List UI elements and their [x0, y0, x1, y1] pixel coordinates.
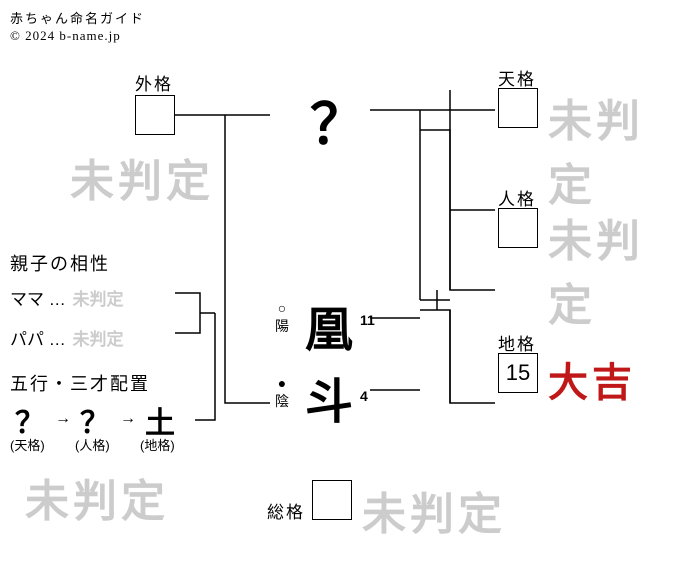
oyako-title: 親子の相性: [10, 250, 110, 276]
chikaku-label: 地格: [498, 330, 536, 355]
soukaku-verdict: 未判定: [362, 478, 506, 542]
char2-mark-symbol: ●: [275, 375, 289, 391]
oyako-row-papa: パパ … 未判定: [10, 325, 123, 350]
jinkaku-box: [498, 208, 538, 248]
oyako-mama-dots: …: [49, 290, 68, 309]
char2-mark-label: 陰: [275, 391, 289, 411]
name-char-1: 凰: [305, 290, 353, 360]
char1-yang-mark: ○ 陽: [275, 300, 289, 336]
soukaku-label: 総格: [267, 498, 305, 523]
jinkaku-verdict: 未判定: [548, 205, 676, 333]
gaikaku-label: 外格: [135, 70, 173, 95]
gogyou-verdict: 未判定: [25, 465, 169, 529]
gogyou-arrow-1: →: [55, 410, 71, 428]
oyako-papa-dots: …: [49, 330, 68, 349]
gogyou-sub-1: (天格): [10, 435, 45, 454]
oyako-mama-label: ママ: [10, 290, 44, 309]
gogyou-title: 五行・三才配置: [10, 370, 150, 396]
char2-yin-mark: ● 陰: [275, 375, 289, 411]
tenkaku-box: [498, 88, 538, 128]
gaikaku-box: [135, 95, 175, 135]
oyako-row-mama: ママ … 未判定: [10, 285, 123, 310]
gogyou-arrow-2: →: [120, 410, 136, 428]
name-char-1-strokes: 11: [360, 312, 375, 328]
site-title: 赤ちゃん命名ガイド: [10, 8, 145, 27]
chikaku-verdict: 大吉: [548, 350, 636, 408]
copyright: © 2024 b-name.jp: [10, 28, 121, 44]
oyako-papa-verdict: 未判定: [72, 330, 123, 349]
tenkaku-label: 天格: [498, 65, 536, 90]
char1-mark-symbol: ○: [275, 300, 289, 316]
gogyou-sub-2: (人格): [75, 435, 110, 454]
surname-unknown: ？: [310, 80, 366, 161]
jinkaku-label: 人格: [498, 185, 536, 210]
char1-mark-label: 陽: [275, 316, 289, 336]
soukaku-box: [312, 480, 352, 520]
tenkaku-verdict: 未判定: [548, 85, 676, 213]
gogyou-sub-3: (地格): [140, 435, 175, 454]
name-char-2-strokes: 4: [360, 388, 368, 404]
chikaku-box: 15: [498, 353, 538, 393]
gaikaku-verdict: 未判定: [70, 145, 214, 209]
name-char-2: 斗: [305, 362, 353, 432]
oyako-mama-verdict: 未判定: [72, 290, 123, 309]
oyako-papa-label: パパ: [10, 330, 44, 349]
